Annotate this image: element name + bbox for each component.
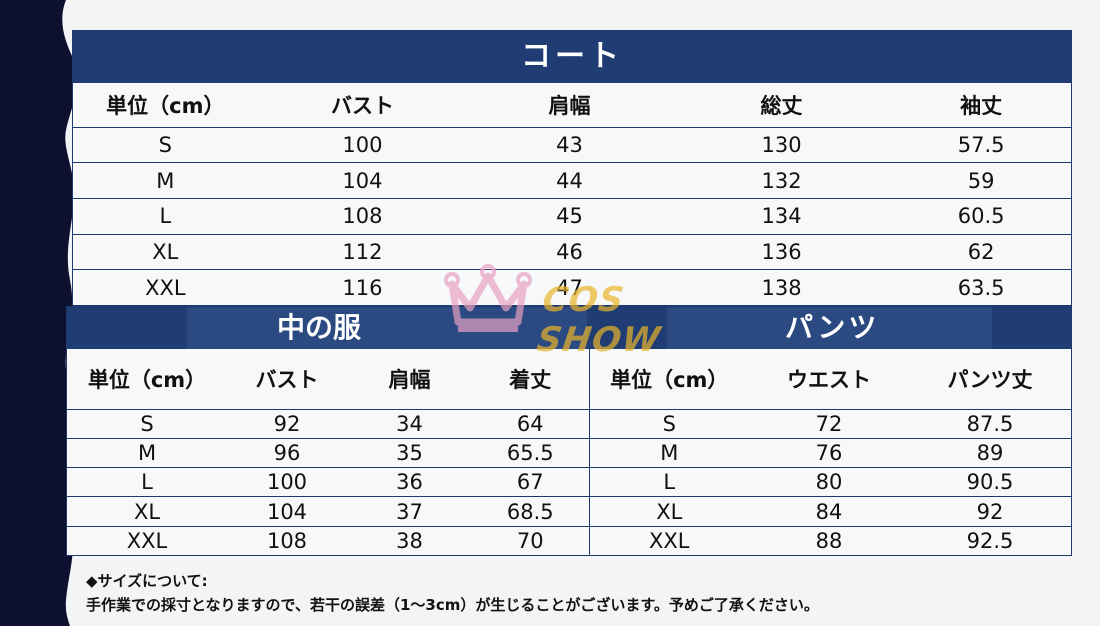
table-cell: 88 xyxy=(749,525,909,555)
inner-header-shoulder: 肩幅 xyxy=(388,367,431,392)
table-row: XXL 116 47 138 63.5 xyxy=(73,269,1071,305)
size-cell: XXL xyxy=(67,525,227,555)
table-row: S 100 43 130 57.5 xyxy=(73,126,1071,163)
coat-header-bust: バスト xyxy=(330,93,394,118)
table-cell: 43 xyxy=(467,126,672,163)
size-note-heading: ◆サイズについて: xyxy=(86,572,208,590)
table-cell: 92 xyxy=(227,408,347,439)
table-cell: 59 xyxy=(891,162,1071,199)
coat-header-sleeve: 袖丈 xyxy=(960,93,1003,118)
table-cell: 96 xyxy=(227,437,347,468)
table-cell: 112 xyxy=(257,233,468,270)
table-cell: 92 xyxy=(909,496,1071,527)
table-cell: 108 xyxy=(227,525,347,555)
inner-header-bust: バスト xyxy=(255,367,319,392)
table-cell: 57.5 xyxy=(891,126,1071,163)
table-cell: 36 xyxy=(347,467,472,497)
table-cell: 72 xyxy=(749,408,909,439)
table-cell: 132 xyxy=(671,162,892,199)
table-cell: 38 xyxy=(347,525,472,555)
coat-table: 単位（cm） バスト 肩幅 総丈 袖丈 S 100 43 130 57.5 M … xyxy=(73,83,1071,305)
table-cell: 87.5 xyxy=(909,408,1071,439)
table-cell: 84 xyxy=(749,496,909,527)
table-row: M 96 35 65.5 M 76 89 xyxy=(67,437,1071,468)
table-cell: 46 xyxy=(467,233,672,270)
inner-pants-title-bar: 中の服 パンツ xyxy=(67,307,1071,349)
size-cell: M xyxy=(588,437,749,468)
size-cell: L xyxy=(73,197,258,235)
table-cell: 65.5 xyxy=(472,437,589,468)
table-cell: 45 xyxy=(467,197,672,235)
table-cell: 130 xyxy=(671,126,892,163)
table-cell: 60.5 xyxy=(891,197,1071,235)
table-cell: 136 xyxy=(671,233,892,270)
coat-header-shoulder: 肩幅 xyxy=(548,93,591,118)
table-cell: 100 xyxy=(257,126,468,163)
size-cell: S xyxy=(588,408,749,439)
table-row: XXL 108 38 70 XXL 88 92.5 xyxy=(67,525,1071,555)
size-cell: L xyxy=(67,467,227,497)
table-row: M 104 44 132 59 xyxy=(73,162,1071,199)
table-cell: 44 xyxy=(467,162,672,199)
coat-size-table: コート 単位（cm） バスト 肩幅 総丈 袖丈 S 100 43 130 57.… xyxy=(72,30,1072,306)
inner-pants-table: 単位（cm） バスト 肩幅 着丈 単位（cm） ウエスト パンツ丈 S 92 3… xyxy=(67,349,1071,555)
table-row: XL 104 37 68.5 XL 84 92 xyxy=(67,496,1071,527)
pants-header-length: パンツ丈 xyxy=(947,367,1033,392)
table-cell: 70 xyxy=(472,525,589,555)
table-cell: 34 xyxy=(347,408,472,439)
size-cell: L xyxy=(588,467,749,497)
size-cell: XL xyxy=(67,496,227,527)
pants-title: パンツ xyxy=(785,311,880,344)
coat-title: コート xyxy=(521,39,623,74)
table-cell: 47 xyxy=(467,269,672,305)
size-cell: M xyxy=(67,437,227,468)
table-row: S 92 34 64 S 72 87.5 xyxy=(67,408,1071,439)
table-cell: 76 xyxy=(749,437,909,468)
size-cell: M xyxy=(73,162,258,199)
pants-header-unit: 単位（cm） xyxy=(588,349,749,409)
size-cell: XXL xyxy=(588,525,749,555)
table-cell: 80 xyxy=(749,467,909,497)
table-cell: 67 xyxy=(472,467,589,497)
table-cell: 108 xyxy=(257,197,468,235)
inner-pants-panel: 中の服 パンツ 単位（cm） バスト 肩幅 着丈 単位（cm） ウエスト パンツ… xyxy=(66,306,1072,556)
table-cell: 134 xyxy=(671,197,892,235)
table-cell: 90.5 xyxy=(909,467,1071,497)
table-cell: 100 xyxy=(227,467,347,497)
left-wave-decoration xyxy=(0,0,78,626)
size-cell: XL xyxy=(588,496,749,527)
table-cell: 104 xyxy=(227,496,347,527)
size-cell: S xyxy=(67,408,227,439)
size-note-body: 手作業での採寸となりますので、若干の誤差（1～3cm）が生じることがございます。… xyxy=(86,596,819,614)
size-cell: XXL xyxy=(73,269,258,305)
coat-header-length: 総丈 xyxy=(760,93,803,118)
table-row: L 108 45 134 60.5 xyxy=(73,197,1071,235)
table-cell: 104 xyxy=(257,162,468,199)
table-cell: 64 xyxy=(472,408,589,439)
table-cell: 63.5 xyxy=(891,269,1071,305)
table-cell: 62 xyxy=(891,233,1071,270)
coat-title-bar: コート xyxy=(73,31,1071,83)
inner-title: 中の服 xyxy=(277,311,362,344)
table-row: XL 112 46 136 62 xyxy=(73,233,1071,270)
table-row: L 100 36 67 L 80 90.5 xyxy=(67,467,1071,497)
table-cell: 35 xyxy=(347,437,472,468)
table-cell: 68.5 xyxy=(472,496,589,527)
size-cell: S xyxy=(73,126,258,163)
table-cell: 37 xyxy=(347,496,472,527)
inner-header-unit: 単位（cm） xyxy=(87,367,207,392)
size-cell: XL xyxy=(73,233,258,270)
table-cell: 116 xyxy=(257,269,468,305)
coat-header-unit: 単位（cm） xyxy=(106,93,225,118)
inner-header-length: 着丈 xyxy=(509,367,552,392)
table-cell: 138 xyxy=(671,269,892,305)
coat-header-row: 単位（cm） バスト 肩幅 総丈 袖丈 xyxy=(73,83,1071,127)
table-cell: 89 xyxy=(909,437,1071,468)
pants-header-waist: ウエスト xyxy=(787,367,871,392)
inner-pants-header-row: 単位（cm） バスト 肩幅 着丈 単位（cm） ウエスト パンツ丈 xyxy=(67,349,1071,409)
table-cell: 92.5 xyxy=(909,525,1071,555)
